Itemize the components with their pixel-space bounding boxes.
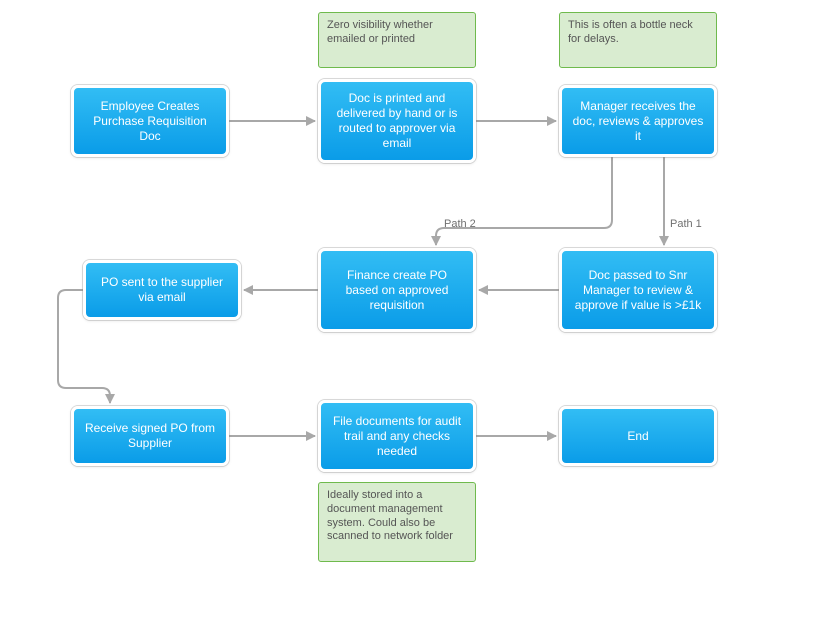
node-label: Zero visibility whether emailed or print… xyxy=(327,19,467,47)
node-label: Doc passed to Snr Manager to review & ap… xyxy=(570,268,706,313)
process-node-n8: File documents for audit trail and any c… xyxy=(318,400,476,472)
node-label: Finance create PO based on approved requ… xyxy=(329,268,465,313)
process-node-n3: Manager receives the doc, reviews & appr… xyxy=(559,85,717,157)
node-label: Employee Creates Purchase Requisition Do… xyxy=(82,99,218,144)
process-node-n7: Receive signed PO from Supplier xyxy=(71,406,229,466)
node-label: Receive signed PO from Supplier xyxy=(82,421,218,451)
process-node-n4: Doc passed to Snr Manager to review & ap… xyxy=(559,248,717,332)
edge-label-e4: Path 2 xyxy=(444,218,476,230)
note-node-c3: Ideally stored into a document managemen… xyxy=(318,482,476,562)
node-label: This is often a bottle neck for delays. xyxy=(568,19,708,47)
process-node-n1: Employee Creates Purchase Requisition Do… xyxy=(71,85,229,157)
process-node-n2: Doc is printed and delivered by hand or … xyxy=(318,79,476,163)
note-node-c2: This is often a bottle neck for delays. xyxy=(559,12,717,68)
node-label: Doc is printed and delivered by hand or … xyxy=(329,91,465,151)
process-node-n9: End xyxy=(559,406,717,466)
process-node-n6: PO sent to the supplier via email xyxy=(83,260,241,320)
flowchart-canvas: Employee Creates Purchase Requisition Do… xyxy=(0,0,820,620)
node-label: Ideally stored into a document managemen… xyxy=(327,489,467,544)
note-node-c1: Zero visibility whether emailed or print… xyxy=(318,12,476,68)
edge-e4 xyxy=(436,157,612,245)
node-label: File documents for audit trail and any c… xyxy=(329,414,465,459)
process-node-n5: Finance create PO based on approved requ… xyxy=(318,248,476,332)
node-label: PO sent to the supplier via email xyxy=(94,275,230,305)
node-label: End xyxy=(627,429,648,444)
edge-label-e3: Path 1 xyxy=(670,218,702,230)
node-label: Manager receives the doc, reviews & appr… xyxy=(570,99,706,144)
